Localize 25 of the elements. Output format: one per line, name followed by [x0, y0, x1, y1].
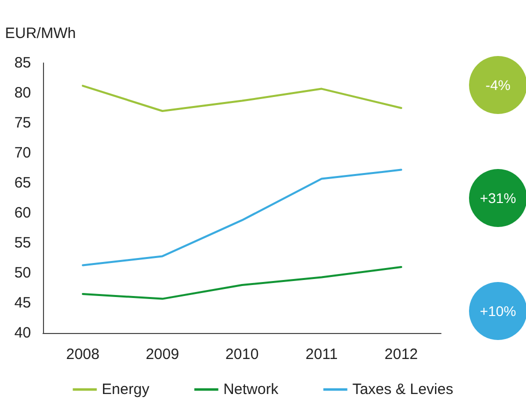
x-tick-label: 2011 [305, 346, 338, 363]
y-tick-label: 55 [14, 234, 31, 252]
x-tick-label: 2012 [384, 346, 418, 363]
x-tick-label: 2008 [66, 346, 100, 363]
legend-label: Taxes & Levies [352, 381, 454, 398]
line-series [82, 168, 402, 266]
y-tick-label: 40 [14, 324, 31, 342]
text: +31% [480, 190, 516, 206]
text: -4% [486, 77, 510, 93]
y-tick-label: 80 [14, 84, 31, 102]
y-tick-label: 45 [14, 294, 31, 312]
y-tick-label: 50 [14, 264, 31, 282]
x-tick-label: 2010 [225, 346, 259, 363]
y-tick-label: 75 [14, 114, 31, 132]
text: +10% [480, 303, 516, 319]
legend-label: Network [223, 381, 279, 398]
y-tick-label: 60 [14, 204, 31, 222]
y-axis-title: EUR/MWh [5, 25, 76, 42]
line-series [82, 84, 402, 112]
y-tick-label: 70 [14, 144, 31, 162]
y-tick-label: 85 [14, 54, 31, 72]
legend-label: Energy [102, 381, 150, 398]
x-tick-label: 2009 [146, 346, 180, 363]
y-tick-label: 65 [14, 174, 31, 192]
line-series [82, 266, 402, 300]
